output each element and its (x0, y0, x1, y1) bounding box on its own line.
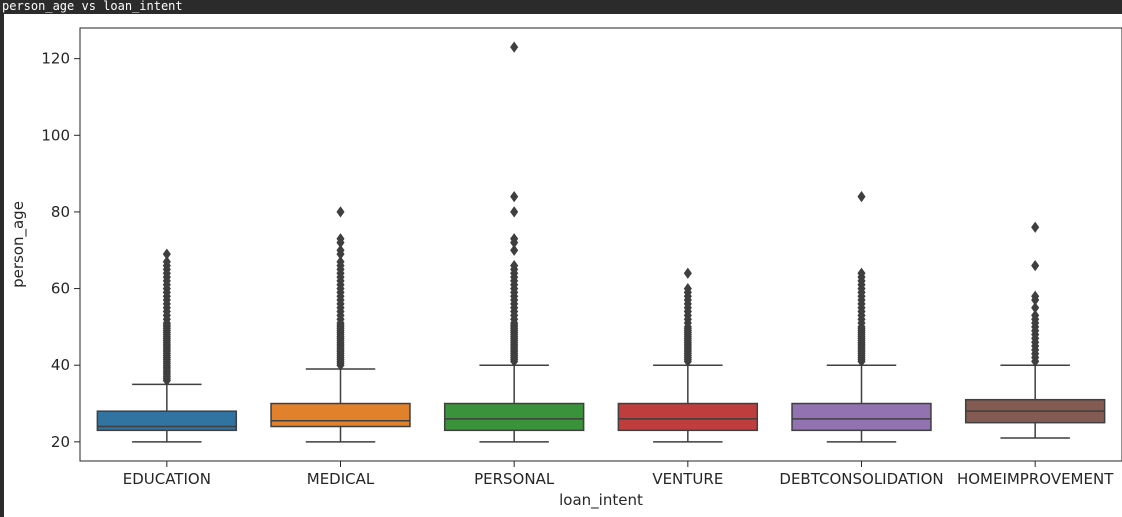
outlier-point (1031, 302, 1040, 314)
outlier-point (1031, 290, 1040, 302)
box-group-personal (443, 41, 585, 443)
x-tick-label: DEBTCONSOLIDATION (779, 470, 943, 488)
y-tick-label: 40 (51, 356, 70, 374)
y-tick-label: 60 (51, 280, 70, 298)
x-tick-label: MEDICAL (307, 470, 375, 488)
x-axis-label: loan_intent (559, 491, 643, 510)
outlier-point (1031, 259, 1040, 272)
outlier-point (336, 256, 345, 268)
box-plot-chart: 20 40 60 80 100 120 EDUCATION MEDICAL PERSONAL V… (9, 27, 1122, 510)
cell-header: person_age vs loan_intent (0, 0, 1122, 14)
outlier-point (162, 256, 171, 268)
iqr-box (791, 402, 932, 432)
outlier-point (510, 259, 519, 272)
outlier-point (1031, 309, 1040, 322)
axes-frame (79, 27, 1122, 462)
plot-area: 20 40 60 80 100 120 EDUCATION MEDICAL PERSONAL V… (4, 14, 1122, 517)
y-axis-label: person_age (9, 201, 28, 288)
outlier-point (857, 267, 866, 279)
outlier-point (336, 233, 345, 245)
outlier-point (510, 190, 519, 203)
box-group-debtconsolidation (791, 190, 932, 443)
y-tick-label: 20 (51, 433, 70, 451)
y-tick-label: 100 (41, 126, 70, 144)
x-tick-label: EDUCATION (123, 470, 211, 488)
outlier-point (336, 206, 345, 218)
outlier-point (162, 248, 171, 260)
x-tick-label: HOMEIMPROVEMENT (957, 470, 1114, 488)
box-group-homeimprovement (964, 221, 1106, 439)
outlier-point (336, 244, 345, 256)
box-group-venture (617, 267, 759, 443)
x-tick-label: PERSONAL (474, 470, 555, 488)
iqr-box (443, 402, 585, 432)
outlier-point (683, 282, 692, 295)
outlier-point (510, 244, 519, 256)
outlier-point (857, 190, 866, 203)
iqr-box (617, 402, 759, 432)
iqr-box (96, 410, 238, 432)
outlier-point (1031, 221, 1040, 233)
x-tick-label: VENTURE (652, 470, 723, 488)
outlier-point (510, 233, 519, 245)
iqr-box (270, 402, 411, 428)
outlier-point (510, 206, 519, 218)
y-tick-label: 120 (41, 50, 70, 68)
box-group-medical (270, 206, 411, 443)
box-group-education (96, 248, 238, 443)
outlier-point (510, 41, 519, 53)
cell-title: person_age vs loan_intent (2, 0, 183, 13)
outlier-point (683, 267, 692, 279)
y-tick-label: 80 (51, 203, 70, 221)
